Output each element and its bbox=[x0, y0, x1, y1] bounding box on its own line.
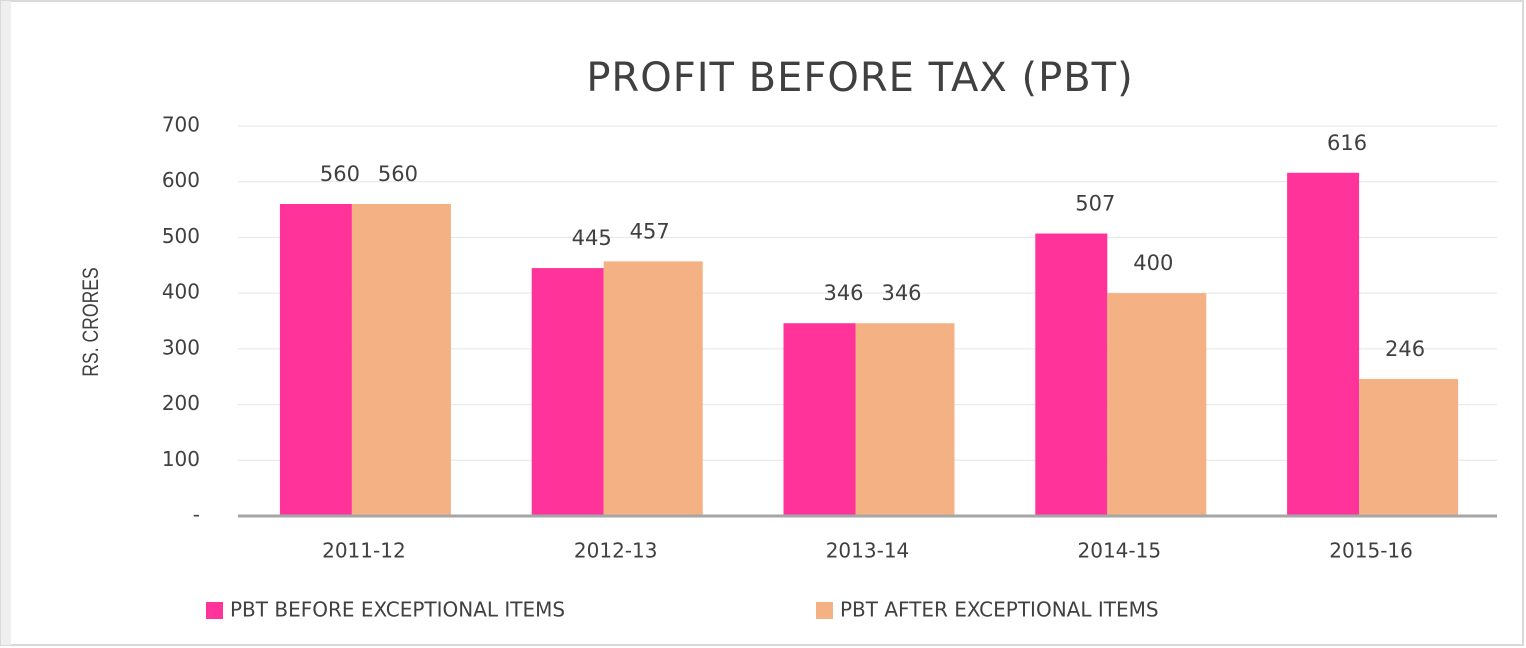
data-label: 400 bbox=[1133, 251, 1173, 275]
bar bbox=[531, 268, 604, 516]
x-tick-label: 2012-13 bbox=[574, 539, 658, 563]
legend-swatch bbox=[816, 602, 833, 619]
x-tick-label: 2011-12 bbox=[322, 539, 406, 563]
y-axis-title: RS. CRORES bbox=[79, 267, 103, 376]
x-tick-label: 2015-16 bbox=[1329, 539, 1413, 563]
data-label: 445 bbox=[572, 226, 612, 250]
data-label: 507 bbox=[1075, 192, 1115, 216]
legend-swatch bbox=[206, 602, 223, 619]
y-tick-label: - bbox=[193, 503, 200, 527]
bar bbox=[279, 204, 352, 516]
bar bbox=[783, 323, 856, 516]
bar bbox=[351, 204, 451, 516]
chart-title: PROFIT BEFORE TAX (PBT) bbox=[586, 55, 1133, 101]
legend-label: PBT AFTER EXCEPTIONAL ITEMS bbox=[840, 598, 1159, 622]
bar bbox=[1359, 378, 1459, 516]
y-tick-label: 100 bbox=[162, 447, 200, 471]
bar bbox=[1287, 172, 1360, 517]
bar bbox=[603, 261, 703, 516]
data-label: 616 bbox=[1327, 131, 1367, 155]
y-tick-label: 600 bbox=[162, 168, 200, 192]
x-tick-label: 2014-15 bbox=[1078, 539, 1162, 563]
legend-label: PBT BEFORE EXCEPTIONAL ITEMS bbox=[230, 598, 565, 622]
y-tick-label: 500 bbox=[162, 224, 200, 248]
data-label: 346 bbox=[881, 281, 921, 305]
bar bbox=[1107, 293, 1207, 516]
x-tick-label: 2013-14 bbox=[826, 539, 910, 563]
bar bbox=[855, 323, 955, 516]
frame-edge bbox=[1, 1, 11, 645]
bar bbox=[1035, 233, 1108, 516]
data-label: 457 bbox=[630, 219, 670, 243]
y-tick-label: 700 bbox=[162, 113, 200, 137]
data-label: 246 bbox=[1385, 337, 1425, 361]
y-tick-label: 400 bbox=[162, 280, 200, 304]
y-tick-label: 200 bbox=[162, 391, 200, 415]
data-label: 346 bbox=[823, 281, 863, 305]
data-label: 560 bbox=[378, 162, 418, 186]
data-label: 560 bbox=[320, 162, 360, 186]
y-tick-label: 300 bbox=[162, 335, 200, 359]
